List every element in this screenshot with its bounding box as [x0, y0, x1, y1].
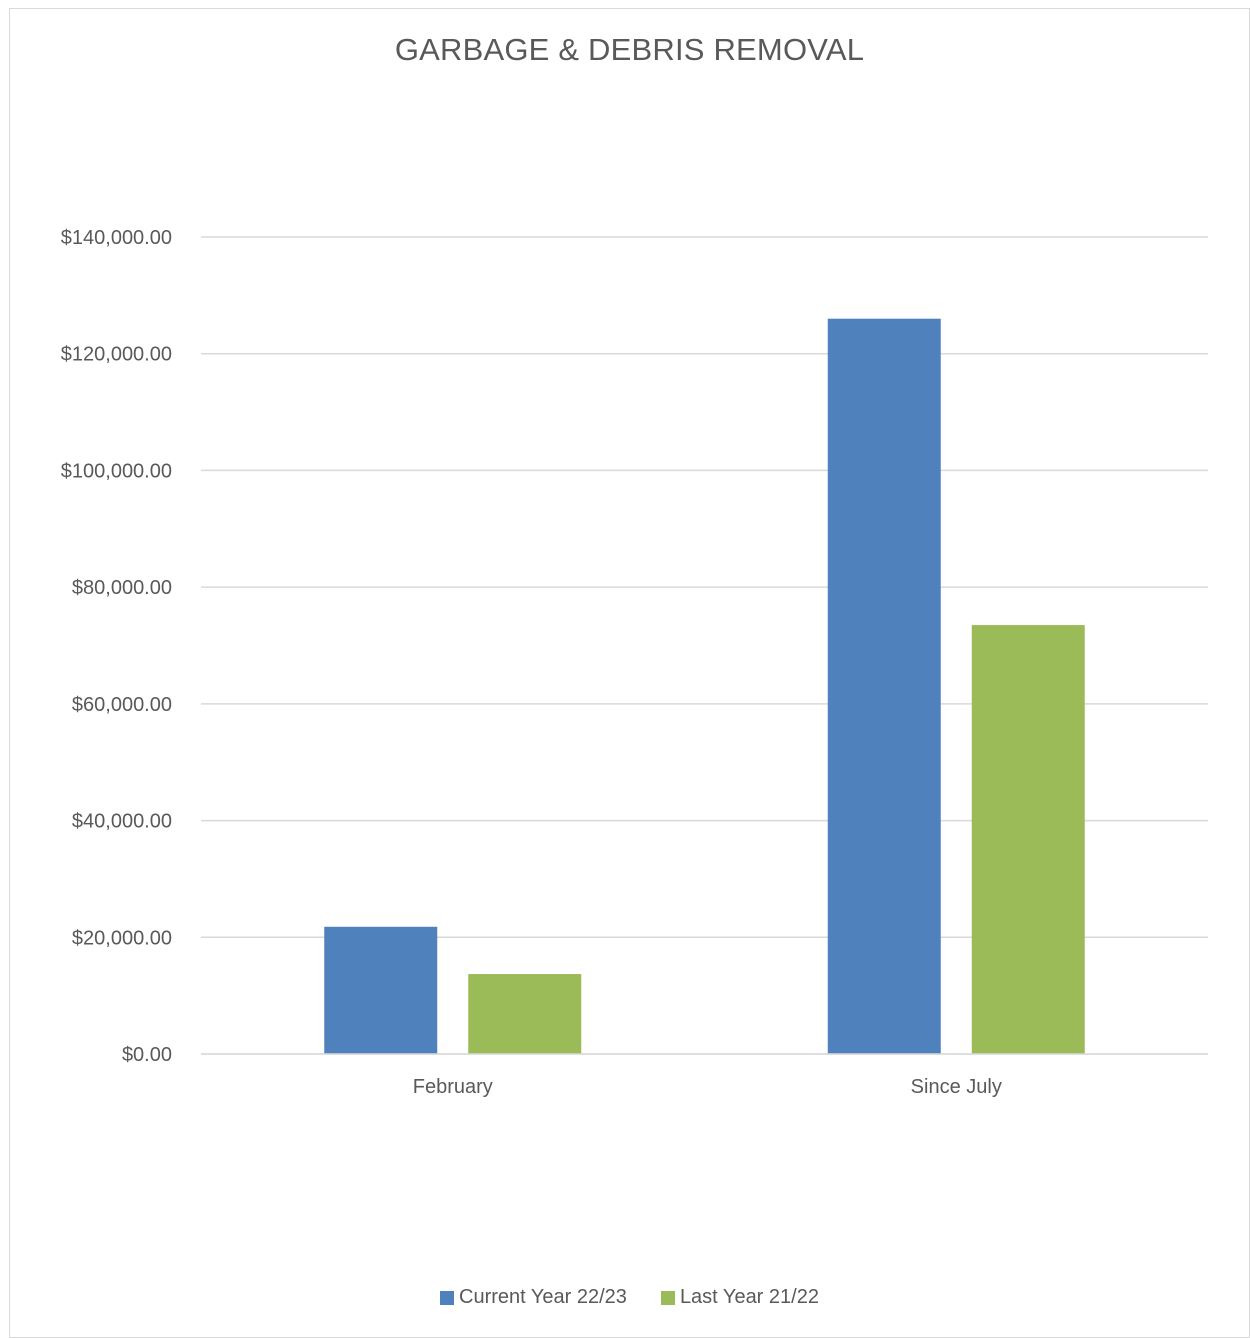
y-tick-label-7: $140,000.00: [61, 227, 172, 249]
bar-1-0: [827, 318, 941, 1054]
y-tick-label-2: $40,000.00: [72, 811, 172, 833]
legend-label-current-year: Current Year 22/23: [459, 1286, 627, 1308]
legend-label-last-year: Last Year 21/22: [679, 1286, 819, 1308]
y-tick-label-6: $120,000.00: [61, 344, 172, 366]
legend-item-current-year: Current Year 22/23: [440, 1286, 627, 1309]
legend-swatch-current-year: [440, 1290, 455, 1305]
y-tick-label-3: $60,000.00: [72, 694, 172, 716]
legend-item-last-year: Last Year 21/22: [660, 1286, 819, 1309]
x-tick-label-1: Since July: [911, 1076, 1002, 1098]
bar-1-1: [971, 625, 1085, 1054]
y-tick-label-0: $0.00: [122, 1044, 172, 1066]
chart-title: GARBAGE & DEBRIS REMOVAL: [394, 32, 865, 67]
y-tick-label-1: $20,000.00: [72, 927, 172, 949]
bar-0-1: [468, 974, 582, 1054]
y-tick-label-5: $100,000.00: [61, 460, 172, 482]
y-tick-label-4: $80,000.00: [72, 577, 172, 599]
legend-swatch-last-year: [660, 1290, 675, 1305]
bar-0-0: [324, 926, 438, 1054]
x-tick-label-0: February: [413, 1076, 493, 1098]
chart-legend: Current Year 22/23 Last Year 21/22: [0, 1286, 1250, 1309]
